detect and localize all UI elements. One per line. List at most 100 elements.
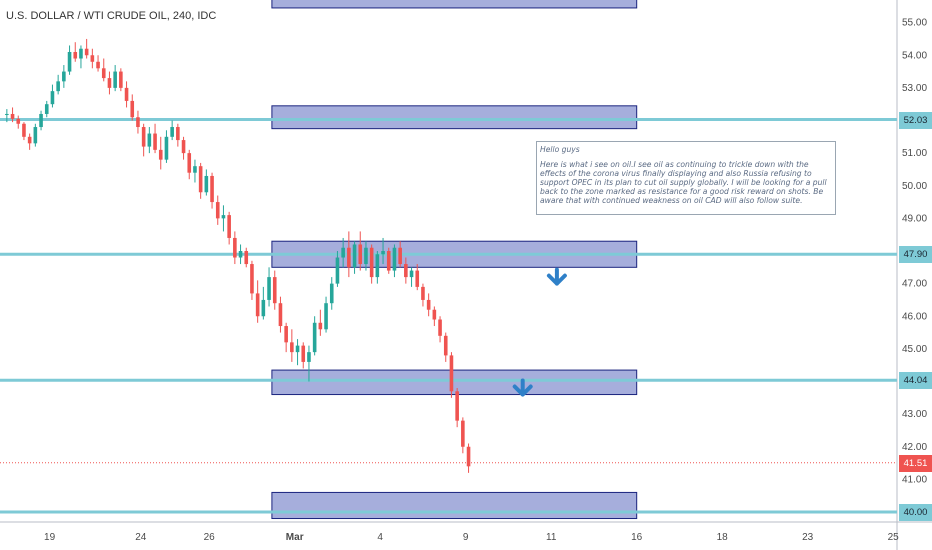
candle-body-48 <box>278 303 283 327</box>
candle-body-62 <box>358 244 363 265</box>
x-tick-label-9: 23 <box>802 532 814 543</box>
candle-body-27 <box>158 149 163 160</box>
x-tick-label-7: 16 <box>631 532 643 543</box>
current-price-tag: 41.51 <box>899 454 932 472</box>
x-tick-label-0: 19 <box>44 532 56 543</box>
candle-body-71 <box>409 270 414 278</box>
y-tick-label-12: 53.00 <box>902 83 927 94</box>
candle-body-43 <box>250 264 254 294</box>
down-arrow-0 <box>546 267 567 286</box>
candle-body-76 <box>438 319 442 336</box>
candle-body-65 <box>375 254 380 278</box>
down-arrow-1 <box>512 378 533 397</box>
candle-body-77 <box>443 335 448 356</box>
candle-body-68 <box>392 247 397 271</box>
candle-body-13 <box>79 48 83 59</box>
candle-body-70 <box>404 264 408 278</box>
candle-body-11 <box>67 51 72 72</box>
candle-body-41 <box>238 251 243 258</box>
y-tick-label-14: 55.00 <box>902 18 927 29</box>
candle-body-51 <box>295 345 300 353</box>
candle-body-45 <box>261 299 266 317</box>
candle-body-78 <box>449 355 454 392</box>
zone-rect-0 <box>271 0 638 9</box>
x-tick-label-2: 26 <box>204 532 216 543</box>
level-price-tag-4: 40.00 <box>899 504 932 521</box>
y-tick-label-10: 51.00 <box>902 148 927 159</box>
candle-body-12 <box>73 51 78 59</box>
candle-body-52 <box>301 345 306 362</box>
x-tick-label-8: 18 <box>717 532 729 543</box>
candle-body-0 <box>5 113 9 115</box>
candle-body-1 <box>10 113 15 119</box>
candle-body-32 <box>187 153 192 173</box>
x-tick-label-6: 11 <box>546 532 557 543</box>
candle-body-21 <box>124 87 129 101</box>
level-price-tag-3: 44.04 <box>899 372 932 390</box>
candle-body-53 <box>307 352 311 362</box>
candle-body-39 <box>227 215 231 238</box>
candle-body-50 <box>290 342 294 353</box>
note-body: Here is what i see on oil.I see oil as c… <box>540 160 827 205</box>
candle-body-55 <box>318 322 323 330</box>
candle-body-9 <box>56 81 60 92</box>
candle-body-31 <box>181 140 186 154</box>
candle-body-79 <box>455 391 459 421</box>
candle-body-69 <box>398 247 402 265</box>
y-tick-label-8: 49.00 <box>902 213 927 224</box>
note-heading: Hello guys <box>540 145 580 154</box>
candle-body-59 <box>341 247 345 258</box>
candle-body-56 <box>324 303 328 330</box>
y-tick-label-6: 47.00 <box>902 279 927 290</box>
candle-body-37 <box>215 202 220 219</box>
candle-body-2 <box>16 118 21 124</box>
candle-body-28 <box>164 136 169 160</box>
candle-body-72 <box>415 270 420 287</box>
candle-body-17 <box>101 68 106 79</box>
x-tick-label-10: 25 <box>888 532 900 543</box>
candle-body-58 <box>335 257 340 284</box>
candle-body-20 <box>119 71 123 88</box>
candle-body-4 <box>27 136 32 144</box>
candle-body-40 <box>233 237 237 258</box>
annotation-note[interactable]: Hello guys Here is what i see on oil.I s… <box>536 141 836 215</box>
candle-body-44 <box>255 293 260 317</box>
level-price-tag-1: 52.03 <box>899 111 932 129</box>
candle-body-18 <box>107 78 112 88</box>
candle-body-46 <box>267 277 271 300</box>
candle-body-61 <box>352 244 357 268</box>
candle-body-80 <box>461 420 465 447</box>
candle-body-24 <box>141 127 146 147</box>
candle-body-19 <box>113 71 117 88</box>
candle-body-73 <box>421 286 425 300</box>
candle-body-34 <box>198 166 203 193</box>
x-tick-label-1: 24 <box>135 532 147 543</box>
candle-body-29 <box>170 127 174 137</box>
y-tick-label-0: 41.00 <box>902 474 927 485</box>
candle-body-6 <box>39 113 43 128</box>
candle-body-75 <box>432 309 437 320</box>
candle-body-22 <box>130 100 135 118</box>
x-tick-label-3: Mar <box>286 532 304 543</box>
candle-body-67 <box>386 251 391 271</box>
x-tick-label-5: 9 <box>463 532 469 543</box>
candle-body-60 <box>347 247 351 268</box>
candle-body-74 <box>426 299 431 310</box>
candle-body-16 <box>96 61 100 69</box>
y-tick-label-2: 43.00 <box>902 409 927 420</box>
candle-body-36 <box>210 175 214 203</box>
candle-body-8 <box>50 91 55 105</box>
candle-body-66 <box>381 251 385 255</box>
candle-body-14 <box>84 48 89 56</box>
candle-body-30 <box>176 127 180 141</box>
candle-body-33 <box>193 166 197 173</box>
chart-title: U.S. DOLLAR / WTI CRUDE OIL, 240, IDC <box>6 10 217 22</box>
candle-body-35 <box>204 175 209 193</box>
candle-body-47 <box>272 277 277 304</box>
y-tick-label-13: 54.00 <box>902 50 927 61</box>
zone-rect-1 <box>271 105 638 130</box>
candle-body-81 <box>466 446 471 467</box>
zone-rect-3 <box>271 369 638 396</box>
